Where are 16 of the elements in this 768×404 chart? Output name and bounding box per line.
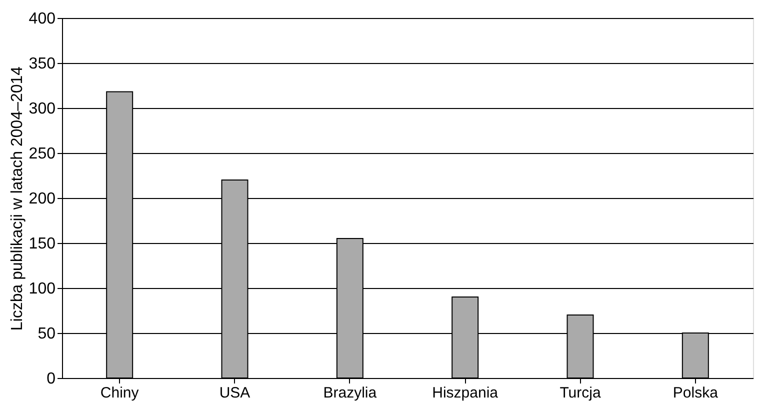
x-tick-label: Polska <box>672 384 719 402</box>
x-tick-label: Chiny <box>100 384 140 402</box>
y-tick-label: 300 <box>28 100 56 118</box>
x-tick-label: Turcja <box>560 384 602 402</box>
y-tick-label: 0 <box>46 370 56 388</box>
x-tick-label: USA <box>219 384 250 402</box>
y-tick-label: 150 <box>28 236 56 252</box>
y-tick-label: 400 <box>28 10 56 28</box>
y-tick-label: 350 <box>28 56 56 72</box>
x-tick-label: Brazylia <box>323 384 378 402</box>
y-tick-label: 100 <box>28 280 56 298</box>
x-tick-label: Hiszpania <box>432 384 499 402</box>
y-tick-label: 50 <box>38 326 56 342</box>
y-tick-label: 200 <box>28 190 56 208</box>
y-tick-label: 250 <box>28 146 56 162</box>
y-axis-title: Liczba publikacji w latach 2004–2014 <box>8 66 26 331</box>
